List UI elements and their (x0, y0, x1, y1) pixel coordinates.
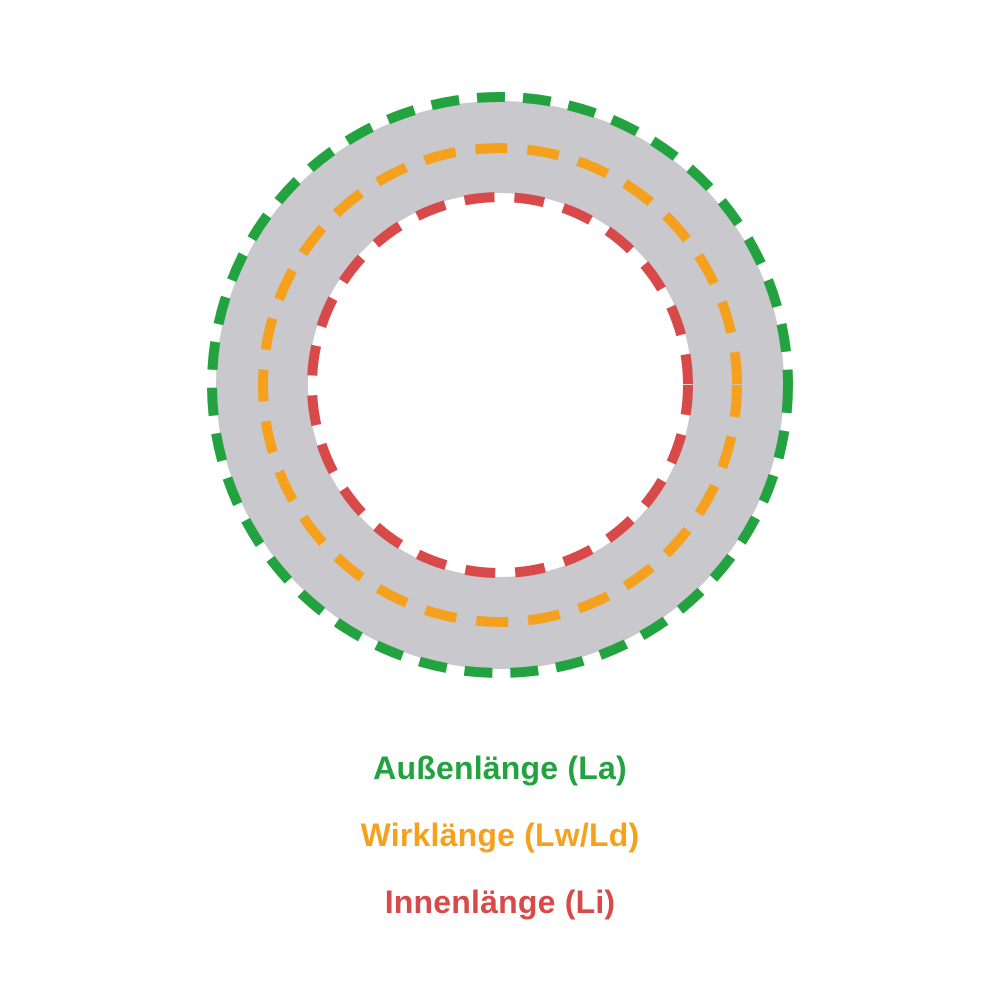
legend-inner-length: Innenlänge (Li) (385, 884, 616, 921)
legend-outer-length: Außenlänge (La) (373, 750, 627, 787)
legend-effective-length: Wirklänge (Lw/Ld) (361, 817, 640, 854)
ring-svg (205, 90, 795, 680)
belt-annulus (216, 101, 784, 669)
legend: Außenlänge (La) Wirklänge (Lw/Ld) Innenl… (361, 750, 640, 921)
belt-ring-diagram (205, 90, 795, 680)
inner-length-circle (312, 197, 688, 573)
